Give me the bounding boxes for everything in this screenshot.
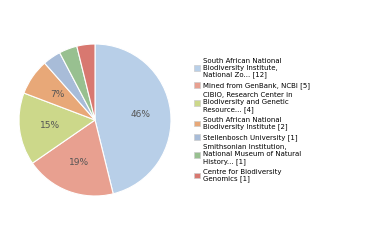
Text: 46%: 46% [130,110,150,119]
Wedge shape [95,44,171,194]
Text: 7%: 7% [50,90,65,99]
Wedge shape [60,46,95,120]
Text: 15%: 15% [40,121,60,130]
Wedge shape [19,93,95,163]
Wedge shape [24,63,95,120]
Text: 19%: 19% [69,158,89,167]
Wedge shape [77,44,95,120]
Legend: South African National
Biodiversity Institute,
National Zo... [12], Mined from G: South African National Biodiversity Inst… [193,57,311,183]
Wedge shape [44,53,95,120]
Wedge shape [32,120,113,196]
